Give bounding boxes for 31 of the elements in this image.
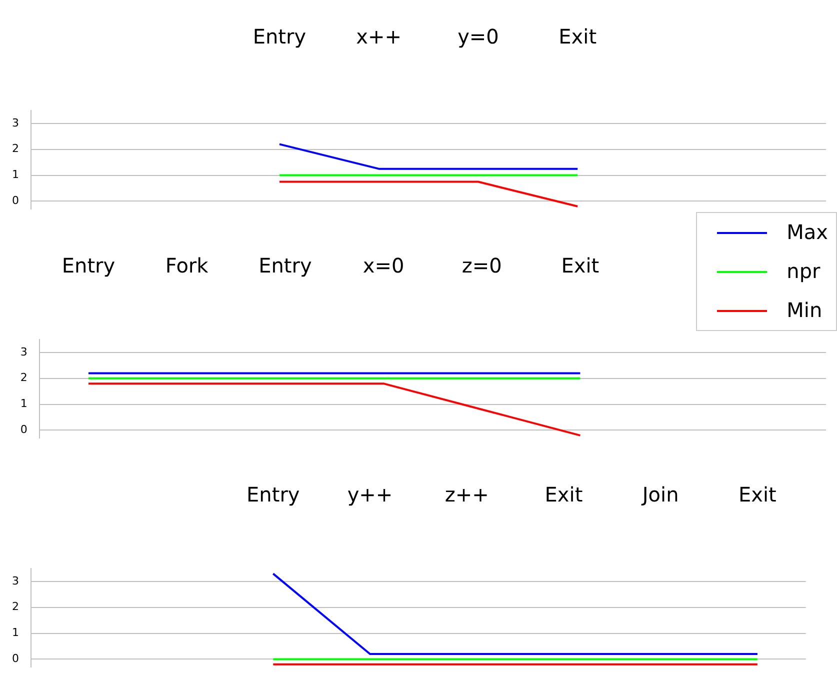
y-tick-label: 2 bbox=[12, 142, 19, 156]
y-tick-label: 3 bbox=[12, 116, 19, 130]
x-tick-label: Join bbox=[640, 482, 679, 507]
y-tick-label: 2 bbox=[20, 371, 28, 384]
x-tick-label: Entry bbox=[258, 254, 312, 278]
x-tick-label: Entry bbox=[252, 24, 306, 49]
x-tick-label: Exit bbox=[738, 482, 777, 507]
y-tick-label: 0 bbox=[12, 194, 19, 208]
x-tick-label: y++ bbox=[347, 482, 393, 507]
x-tick-label: x=0 bbox=[362, 254, 404, 278]
legend-label: Max bbox=[786, 219, 828, 246]
x-tick-label: Entry bbox=[246, 482, 300, 507]
y-tick-label: 3 bbox=[12, 574, 19, 588]
legend-label: npr bbox=[786, 258, 820, 285]
y-tick-label: 1 bbox=[20, 397, 28, 410]
x-tick-label: z=0 bbox=[462, 254, 502, 278]
x-tick-label: Fork bbox=[165, 254, 209, 278]
y-tick-label: 1 bbox=[12, 626, 19, 640]
x-tick-label: Exit bbox=[558, 24, 597, 49]
x-tick-label: z++ bbox=[444, 482, 489, 507]
y-tick-label: 1 bbox=[12, 168, 19, 182]
x-tick-label: Entry bbox=[62, 254, 116, 278]
y-tick-label: 0 bbox=[12, 652, 19, 666]
y-tick-label: 3 bbox=[20, 345, 28, 358]
y-tick-label: 2 bbox=[12, 600, 19, 614]
x-tick-label: Exit bbox=[544, 482, 583, 507]
x-tick-label: Exit bbox=[561, 254, 600, 278]
x-tick-label: x++ bbox=[356, 24, 402, 49]
legend-label: Min bbox=[786, 297, 822, 324]
x-tick-label: y=0 bbox=[458, 24, 499, 49]
y-tick-label: 0 bbox=[20, 423, 28, 436]
